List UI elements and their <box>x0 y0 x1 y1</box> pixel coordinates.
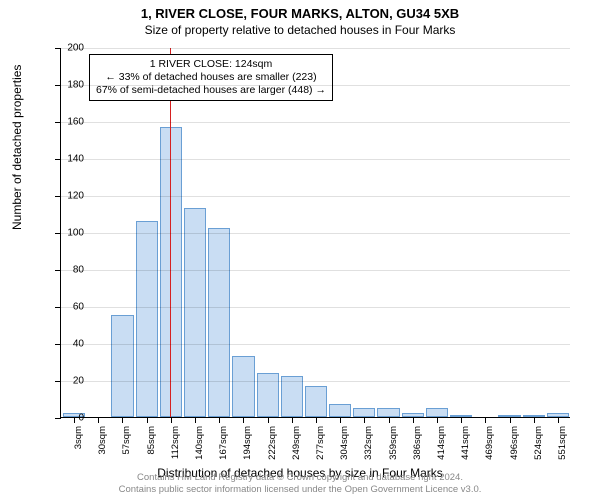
y-tick-label: 200 <box>54 43 84 54</box>
chart-area: 1 RIVER CLOSE: 124sqm ← 33% of detached … <box>60 48 570 418</box>
histogram-bar <box>160 127 182 417</box>
chart-sub-title: Size of property relative to detached ho… <box>0 23 600 37</box>
x-tick-label: 249sqm <box>291 426 302 476</box>
chart-main-title: 1, RIVER CLOSE, FOUR MARKS, ALTON, GU34 … <box>0 6 600 21</box>
y-axis-label: Number of detached properties <box>10 65 24 230</box>
x-tick-label: 194sqm <box>242 426 253 476</box>
y-tick-label: 80 <box>54 265 84 276</box>
footer-line-2: Contains public sector information licen… <box>0 484 600 496</box>
x-tick-label: 57sqm <box>121 426 132 476</box>
x-tick-label: 30sqm <box>97 426 108 476</box>
x-tick-label: 332sqm <box>363 426 374 476</box>
x-tick-label: 167sqm <box>218 426 229 476</box>
x-tick-label: 277sqm <box>315 426 326 476</box>
x-tick-label: 359sqm <box>388 426 399 476</box>
x-tick-label: 551sqm <box>557 426 568 476</box>
x-tick-label: 85sqm <box>146 426 157 476</box>
annotation-line-2: ← 33% of detached houses are smaller (22… <box>96 71 326 84</box>
histogram-bar <box>136 221 158 417</box>
annotation-box: 1 RIVER CLOSE: 124sqm ← 33% of detached … <box>89 54 333 101</box>
y-tick-label: 140 <box>54 154 84 165</box>
histogram-bar <box>305 386 327 417</box>
histogram-bar <box>232 356 254 417</box>
y-tick-label: 0 <box>54 413 84 424</box>
x-tick-label: 222sqm <box>267 426 278 476</box>
histogram-bar <box>257 373 279 417</box>
x-tick-label: 469sqm <box>484 426 495 476</box>
x-tick-label: 3sqm <box>73 426 84 476</box>
y-tick-label: 120 <box>54 191 84 202</box>
histogram-bar <box>208 228 230 417</box>
y-tick-label: 160 <box>54 117 84 128</box>
y-tick-label: 100 <box>54 228 84 239</box>
x-tick-label: 112sqm <box>170 426 181 476</box>
x-tick-label: 304sqm <box>339 426 350 476</box>
y-tick-label: 60 <box>54 302 84 313</box>
histogram-bar <box>353 408 375 417</box>
annotation-line-1: 1 RIVER CLOSE: 124sqm <box>96 58 326 71</box>
y-tick-label: 180 <box>54 80 84 91</box>
plot-area: 1 RIVER CLOSE: 124sqm ← 33% of detached … <box>60 48 570 418</box>
histogram-bar <box>281 376 303 417</box>
histogram-bar <box>111 315 133 417</box>
histogram-bar <box>426 408 448 417</box>
x-tick-label: 386sqm <box>412 426 423 476</box>
histogram-bar <box>377 408 399 417</box>
x-tick-label: 441sqm <box>460 426 471 476</box>
x-tick-label: 496sqm <box>509 426 520 476</box>
x-tick-label: 140sqm <box>194 426 205 476</box>
annotation-line-3: 67% of semi-detached houses are larger (… <box>96 84 326 97</box>
x-tick-label: 524sqm <box>533 426 544 476</box>
y-tick-label: 20 <box>54 376 84 387</box>
y-tick-label: 40 <box>54 339 84 350</box>
x-tick-label: 414sqm <box>436 426 447 476</box>
histogram-bar <box>329 404 351 417</box>
histogram-bar <box>184 208 206 417</box>
